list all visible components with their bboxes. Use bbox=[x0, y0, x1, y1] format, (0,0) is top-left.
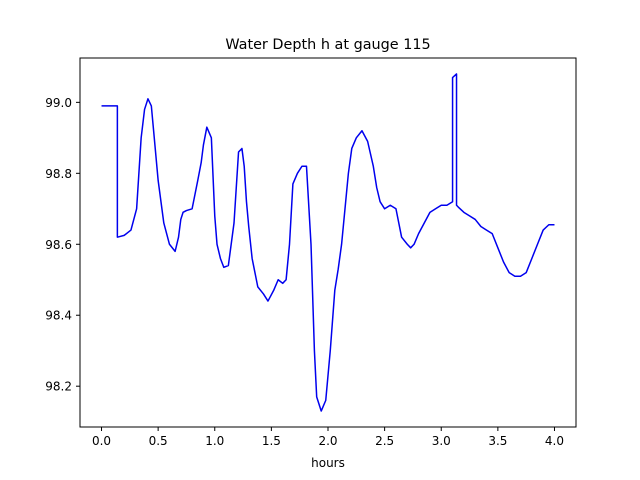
x-tick-label: 3.0 bbox=[432, 434, 451, 448]
plot-line-group bbox=[101, 73, 555, 412]
y-tick-label: 98.4 bbox=[45, 309, 72, 323]
series-line-0 bbox=[101, 73, 555, 412]
y-axis-ticks: 98.2 98.4 98.6 98.8 99.0 bbox=[45, 96, 80, 394]
y-tick-label: 98.8 bbox=[45, 167, 72, 181]
x-tick-label: 3.5 bbox=[488, 434, 507, 448]
y-tick-label: 98.2 bbox=[45, 380, 72, 394]
x-tick-label: 2.0 bbox=[318, 434, 337, 448]
x-axis-label: hours bbox=[311, 456, 345, 470]
x-tick-label: 1.5 bbox=[262, 434, 281, 448]
y-tick-label: 98.6 bbox=[45, 238, 72, 252]
x-tick-label: 4.0 bbox=[545, 434, 564, 448]
chart-title: Water Depth h at gauge 115 bbox=[225, 37, 430, 53]
x-tick-label: 2.5 bbox=[375, 434, 394, 448]
x-tick-label: 0.0 bbox=[92, 434, 111, 448]
x-axis-ticks: 0.0 0.5 1.0 1.5 2.0 2.5 3.0 3.5 4.0 bbox=[92, 427, 564, 448]
x-tick-label: 1.0 bbox=[205, 434, 224, 448]
y-tick-label: 99.0 bbox=[45, 96, 72, 110]
plot-frame bbox=[79, 57, 577, 428]
x-tick-label: 0.5 bbox=[149, 434, 168, 448]
